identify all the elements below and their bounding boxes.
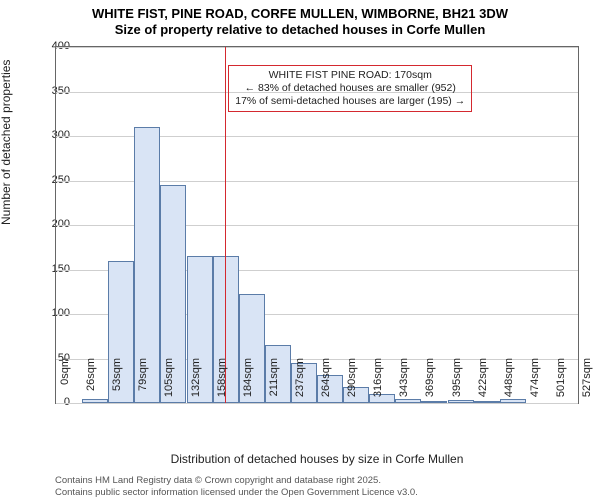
- x-tick-label: 105sqm: [163, 358, 175, 408]
- title-line-2: Size of property relative to detached ho…: [0, 22, 600, 38]
- x-tick-label: 237sqm: [294, 358, 306, 408]
- title-line-1: WHITE FIST, PINE ROAD, CORFE MULLEN, WIM…: [0, 6, 600, 22]
- x-axis-label: Distribution of detached houses by size …: [55, 452, 579, 466]
- x-tick-label: 343sqm: [398, 358, 410, 408]
- footer-line-2: Contains public sector information licen…: [55, 487, 418, 498]
- y-axis-label: Number of detached properties: [0, 60, 13, 225]
- x-tick-label: 211sqm: [268, 358, 280, 408]
- annotation-line-2: ← 83% of detached houses are smaller (95…: [235, 82, 465, 95]
- x-tick-label: 264sqm: [320, 358, 332, 408]
- reference-line-marker: [225, 47, 226, 403]
- x-tick-label: 0sqm: [59, 358, 71, 408]
- x-tick-label: 290sqm: [346, 358, 358, 408]
- plot-area: WHITE FIST PINE ROAD: 170sqm ← 83% of de…: [55, 46, 579, 404]
- x-tick-label: 501sqm: [555, 358, 567, 408]
- footer-line-1: Contains HM Land Registry data © Crown c…: [55, 475, 418, 486]
- x-tick-label: 132sqm: [190, 358, 202, 408]
- x-tick-label: 527sqm: [581, 358, 593, 408]
- footer-attribution: Contains HM Land Registry data © Crown c…: [55, 475, 418, 498]
- annotation-box: WHITE FIST PINE ROAD: 170sqm ← 83% of de…: [228, 65, 472, 112]
- x-tick-label: 184sqm: [242, 358, 254, 408]
- x-tick-label: 448sqm: [503, 358, 515, 408]
- x-tick-label: 316sqm: [372, 358, 384, 408]
- x-tick-label: 158sqm: [216, 358, 228, 408]
- x-tick-label: 395sqm: [451, 358, 463, 408]
- gridline: [56, 403, 578, 404]
- chart-container: WHITE FIST, PINE ROAD, CORFE MULLEN, WIM…: [0, 0, 600, 500]
- x-tick-label: 26sqm: [85, 358, 97, 408]
- x-tick-label: 369sqm: [424, 358, 436, 408]
- chart-title: WHITE FIST, PINE ROAD, CORFE MULLEN, WIM…: [0, 0, 600, 39]
- x-tick-label: 422sqm: [477, 358, 489, 408]
- annotation-line-1: WHITE FIST PINE ROAD: 170sqm: [235, 69, 465, 82]
- x-tick-label: 79sqm: [137, 358, 149, 408]
- gridline: [56, 47, 578, 48]
- annotation-line-3: 17% of semi-detached houses are larger (…: [235, 95, 465, 108]
- x-tick-label: 474sqm: [529, 358, 541, 408]
- x-tick-label: 53sqm: [111, 358, 123, 408]
